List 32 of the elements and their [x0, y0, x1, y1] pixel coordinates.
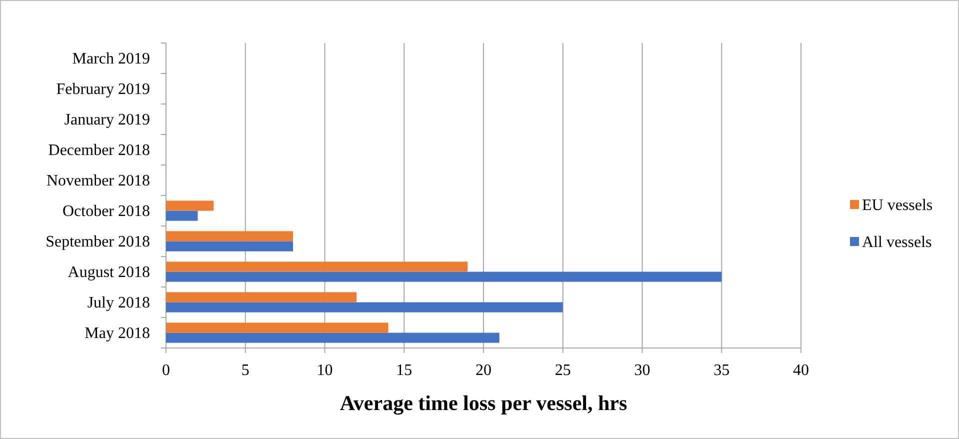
y-tick-label: July 2018 — [87, 294, 150, 312]
y-tick-label: August 2018 — [68, 264, 150, 281]
bar — [166, 322, 388, 333]
bar — [166, 302, 563, 312]
y-tick-label: January 2019 — [64, 111, 150, 128]
x-tick-label: 40 — [793, 362, 809, 379]
bar — [166, 241, 293, 252]
legend-label: EU vessels — [862, 197, 933, 214]
x-tick-label: 20 — [476, 362, 492, 379]
y-tick-label: October 2018 — [62, 202, 150, 220]
y-tick-label: March 2019 — [72, 50, 150, 68]
x-tick-label: 15 — [396, 362, 412, 379]
y-tick-label: September 2018 — [46, 233, 150, 250]
y-tick-label: December 2018 — [48, 142, 150, 159]
bar — [166, 332, 500, 343]
legend-label: All vessels — [862, 234, 932, 251]
x-axis-title: Average time loss per vessel, hrs — [340, 391, 628, 415]
y-tick-label: May 2018 — [84, 324, 150, 342]
y-tick-label: February 2019 — [56, 80, 150, 98]
bar — [166, 292, 356, 302]
x-tick-label: 10 — [316, 362, 333, 379]
x-tick-label: 5 — [241, 362, 250, 379]
x-tick-label: 25 — [554, 362, 571, 379]
y-tick-label: November 2018 — [46, 172, 150, 190]
bar — [166, 231, 293, 242]
x-tick-label: 30 — [634, 362, 650, 379]
bar — [166, 200, 214, 211]
bar — [166, 272, 722, 282]
bar — [166, 262, 468, 272]
x-tick-label: 0 — [162, 362, 170, 379]
bar — [166, 210, 198, 221]
x-tick-label: 35 — [714, 362, 730, 379]
